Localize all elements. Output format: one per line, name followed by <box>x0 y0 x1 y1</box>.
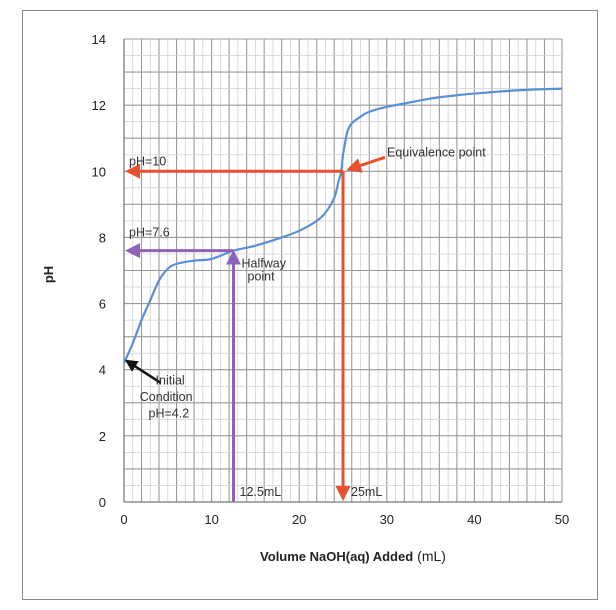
y-tick-label: 2 <box>99 429 106 444</box>
x-tick-label: 30 <box>380 512 394 527</box>
ph10-label: pH=10 <box>129 154 166 168</box>
titration-chart: 0 2 4 6 8 10 12 14 0 10 20 30 40 50 Equivalence point… <box>41 32 570 564</box>
equivalence-pointer-arrow <box>346 155 386 173</box>
plot-axes <box>123 39 562 503</box>
x-axis-title-main: Volume NaOH(aq) Added <box>260 549 413 564</box>
y-tick-label: 10 <box>92 164 106 179</box>
y-tick-label: 14 <box>92 32 106 47</box>
halfway-point-label-line2: point <box>248 270 276 284</box>
x-tick-label: 40 <box>467 512 481 527</box>
y-tick-label: 0 <box>99 495 106 510</box>
y-tick-label: 6 <box>99 297 106 312</box>
y-axis-title: pH <box>41 266 56 283</box>
volume-25ml-label: 25mL <box>351 485 382 499</box>
halfway-point-label: Halfway <box>242 257 287 271</box>
plot-grid <box>123 38 563 503</box>
initial-condition-arrow <box>124 359 162 384</box>
chart-frame: 0 2 4 6 8 10 12 14 0 10 20 30 40 50 Equivalence point… <box>22 10 598 600</box>
equivalence-point-label: Equivalence point <box>387 145 486 159</box>
x-tick-label: 10 <box>204 512 218 527</box>
x-tick-label: 20 <box>292 512 306 527</box>
x-axis-title-unit: (mL) <box>417 548 446 564</box>
initial-condition-label-line2: Condition <box>140 390 193 404</box>
ph76-label: pH=7.6 <box>129 226 170 240</box>
titration-curve <box>122 87 563 364</box>
x-tick-label: 50 <box>555 512 569 527</box>
tick-labels: 0 2 4 6 8 10 12 14 0 10 20 30 40 50 <box>92 32 570 527</box>
volume-12-5ml-label: 12.5mL <box>240 485 282 499</box>
x-axis-title: Volume NaOH(aq) Added (mL) <box>260 548 446 564</box>
y-tick-label: 4 <box>99 363 106 378</box>
y-tick-label: 12 <box>92 98 106 113</box>
y-tick-label: 8 <box>99 230 106 245</box>
initial-condition-label-line3: pH=4.2 <box>149 407 190 421</box>
initial-condition-label: Initial <box>156 374 185 388</box>
x-tick-label: 0 <box>120 512 127 527</box>
